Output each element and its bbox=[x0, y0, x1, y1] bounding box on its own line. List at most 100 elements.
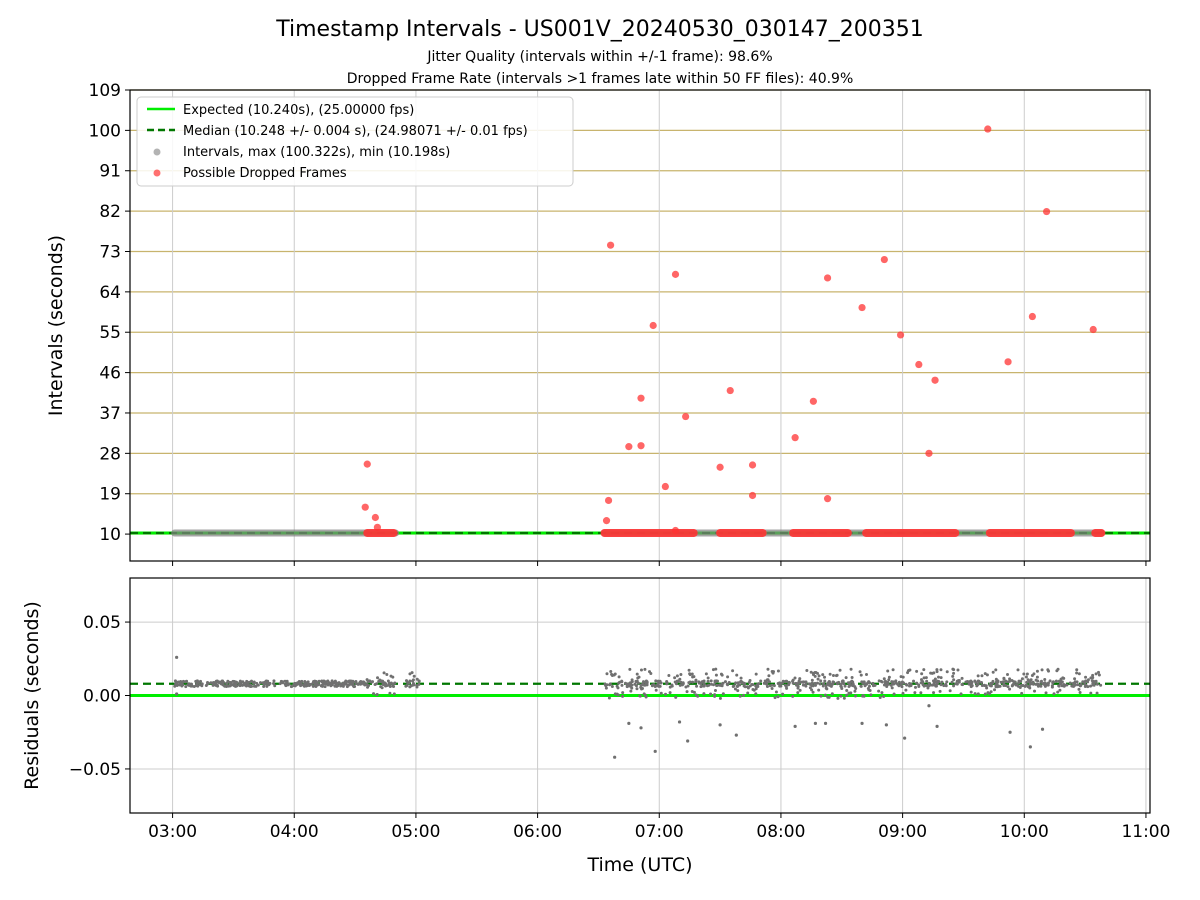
residual-point bbox=[919, 691, 923, 695]
residual-point bbox=[1093, 680, 1097, 684]
residual-point bbox=[635, 687, 639, 691]
residual-point bbox=[667, 673, 671, 677]
residual-point bbox=[199, 679, 203, 683]
residual-point bbox=[850, 679, 854, 683]
legend-swatch-dropped-frames bbox=[153, 169, 161, 177]
dropped-frame-point bbox=[858, 303, 866, 312]
intervals-y-tick-label: 55 bbox=[99, 323, 121, 343]
residual-point bbox=[977, 679, 981, 683]
residual-point bbox=[628, 682, 632, 686]
residual-point bbox=[250, 679, 254, 683]
residual-point bbox=[335, 684, 339, 688]
residual-point bbox=[1077, 687, 1081, 691]
residual-point bbox=[1057, 679, 1061, 683]
residual-point bbox=[668, 691, 672, 695]
residual-point bbox=[714, 667, 718, 671]
residual-point bbox=[252, 684, 256, 688]
residual-point bbox=[938, 689, 942, 693]
residual-point bbox=[659, 691, 663, 695]
legend-swatch-intervals bbox=[153, 148, 161, 156]
residual-point bbox=[229, 682, 233, 686]
residual-point bbox=[610, 684, 614, 688]
dropped-frame-point bbox=[361, 503, 369, 511]
residual-outlier-point bbox=[813, 721, 818, 726]
residual-point bbox=[1058, 688, 1062, 692]
residual-point bbox=[415, 684, 419, 688]
residual-point bbox=[734, 681, 738, 685]
residual-point bbox=[1006, 685, 1010, 689]
residual-point bbox=[869, 693, 873, 697]
residual-point bbox=[411, 679, 415, 683]
residual-point bbox=[932, 691, 936, 695]
residual-point bbox=[1099, 683, 1103, 687]
residual-point bbox=[1054, 679, 1058, 683]
residual-point bbox=[299, 684, 303, 688]
residual-point bbox=[224, 685, 228, 689]
residual-point bbox=[173, 684, 177, 688]
residual-point bbox=[816, 677, 820, 681]
residual-point bbox=[216, 680, 220, 684]
residual-point bbox=[957, 680, 961, 684]
residuals-plot: −0.050.000.05 03:00 04:00 05:00 06:00 07:00 0… bbox=[21, 577, 1170, 876]
residual-point bbox=[642, 692, 646, 696]
residual-point bbox=[867, 684, 871, 688]
residual-point bbox=[352, 685, 356, 689]
dropped-frame-point bbox=[809, 397, 817, 405]
residual-point bbox=[1094, 672, 1098, 676]
residual-point bbox=[382, 671, 386, 675]
residual-point bbox=[810, 681, 814, 685]
residual-outlier-point bbox=[686, 739, 690, 743]
residual-point bbox=[1091, 673, 1095, 677]
residual-point bbox=[685, 690, 689, 694]
residual-point bbox=[993, 688, 997, 692]
residual-point bbox=[1035, 669, 1039, 673]
residual-point bbox=[768, 684, 772, 688]
residual-point bbox=[235, 684, 239, 688]
residual-point bbox=[1056, 667, 1060, 671]
residual-point bbox=[948, 689, 952, 693]
residual-point bbox=[320, 680, 324, 684]
residual-point bbox=[976, 674, 980, 678]
residual-point bbox=[333, 679, 337, 683]
residual-point bbox=[1032, 672, 1036, 676]
residual-point bbox=[1043, 678, 1047, 682]
residual-point bbox=[714, 673, 718, 677]
subtitle-jitter-quality: Jitter Quality (intervals within +/-1 fr… bbox=[426, 49, 772, 65]
residual-point bbox=[776, 695, 780, 699]
dropped-frame-point bbox=[823, 495, 832, 503]
residual-point bbox=[604, 686, 608, 690]
residual-point bbox=[810, 688, 814, 692]
residual-point bbox=[980, 684, 984, 688]
residual-point bbox=[1062, 684, 1066, 688]
residual-point bbox=[657, 684, 661, 688]
residual-point bbox=[931, 683, 935, 687]
residual-point bbox=[329, 684, 333, 688]
residual-point bbox=[859, 684, 863, 688]
residual-point bbox=[654, 679, 658, 683]
residual-point bbox=[688, 672, 692, 676]
residual-point bbox=[780, 681, 784, 685]
residual-point bbox=[830, 692, 834, 696]
residual-point bbox=[960, 676, 964, 680]
residual-point bbox=[952, 671, 956, 675]
residual-outlier-point bbox=[653, 749, 657, 753]
dropped-frame-point bbox=[896, 331, 905, 339]
residual-point bbox=[933, 677, 937, 681]
residual-point bbox=[989, 682, 993, 686]
residual-point bbox=[405, 684, 409, 688]
residual-point bbox=[670, 683, 674, 687]
residual-point bbox=[778, 681, 782, 685]
residual-point bbox=[1012, 680, 1016, 684]
dropped-frame-point bbox=[671, 526, 680, 535]
residual-point bbox=[366, 680, 370, 684]
residual-point bbox=[1050, 684, 1054, 688]
legend-label-expected: Expected (10.240s), (25.00000 fps) bbox=[183, 103, 414, 118]
residual-point bbox=[748, 684, 752, 688]
residual-point bbox=[882, 677, 886, 681]
residual-point bbox=[720, 673, 724, 677]
residual-point bbox=[961, 683, 965, 687]
residual-point bbox=[816, 681, 820, 685]
x-tick-label: 03:00 bbox=[148, 822, 197, 842]
residual-point bbox=[185, 679, 189, 683]
